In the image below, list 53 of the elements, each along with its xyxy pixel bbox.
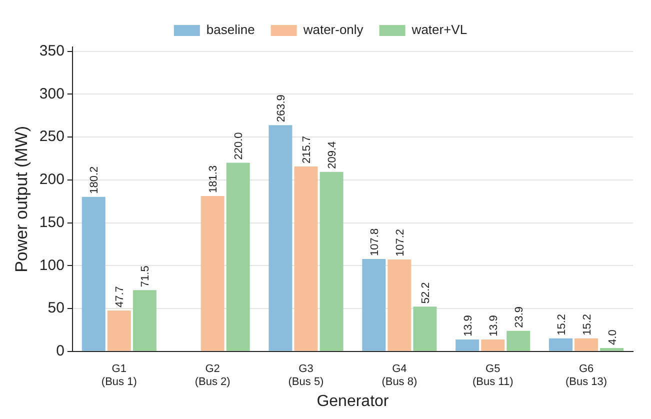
bar (107, 310, 131, 351)
data-label: 15.2 (556, 314, 568, 336)
bar (200, 196, 224, 351)
data-label: 181.3 (208, 165, 220, 193)
bar (268, 125, 292, 351)
bar (320, 172, 344, 351)
x-tick-label: G1 (Bus 1) (101, 363, 137, 388)
x-tick-label: G5 (Bus 11) (472, 363, 514, 388)
y-tick-label: 300 (39, 85, 64, 102)
bar (600, 348, 624, 351)
legend-label: water-only (302, 22, 364, 38)
data-label: 13.9 (488, 315, 500, 336)
data-label: 13.9 (462, 315, 474, 336)
data-label: 107.8 (368, 228, 381, 256)
y-tick-label: 250 (39, 128, 64, 146)
bar (388, 259, 412, 351)
y-tick-label: 100 (39, 256, 64, 274)
data-label: 71.5 (140, 266, 152, 288)
legend-label: water+VL (410, 22, 468, 38)
legend-label: baseline (206, 22, 255, 38)
x-tick-label: G4 (Bus 8) (382, 363, 418, 388)
bar (362, 258, 386, 351)
x-tick-label: G2 (Bus 2) (194, 363, 230, 388)
x-tick-label: G6 (Bus 13) (565, 363, 608, 388)
data-label: 47.7 (114, 286, 126, 308)
y-tick-label: 350 (39, 42, 64, 60)
bar (481, 339, 505, 351)
data-label: 180.2 (88, 166, 101, 194)
data-label: 215.7 (301, 136, 314, 164)
data-label: 220.0 (233, 132, 246, 160)
data-label: 23.9 (513, 306, 526, 328)
data-label: 4.0 (606, 330, 619, 345)
data-label: 15.2 (581, 314, 594, 336)
bar (506, 330, 530, 351)
x-tick-label: G3 (Bus 5) (288, 363, 324, 388)
y-tick-label: 50 (48, 300, 64, 317)
y-tick-label: 0 (56, 342, 64, 360)
data-label: 52.2 (420, 282, 432, 304)
bar (132, 290, 156, 351)
x-axis-title: Generator (316, 392, 390, 410)
bar (226, 162, 250, 351)
bar (294, 166, 318, 351)
bar (413, 306, 437, 351)
data-label: 209.4 (326, 141, 339, 169)
y-axis-title: Power output (MW) (12, 126, 31, 272)
y-tick-label: 150 (39, 214, 64, 231)
bar (574, 338, 598, 351)
bar (82, 196, 106, 351)
y-tick-label: 200 (39, 171, 64, 188)
bar (456, 339, 480, 351)
data-label: 107.2 (394, 228, 406, 256)
bar (549, 338, 572, 351)
data-label: 263.9 (275, 94, 288, 122)
